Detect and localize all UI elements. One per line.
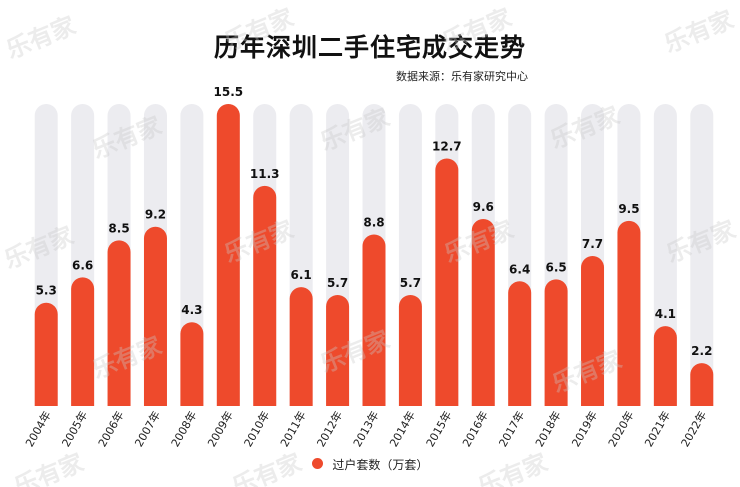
bar <box>34 302 58 406</box>
bar <box>216 104 240 406</box>
data-label: 6.5 <box>545 260 566 274</box>
bar <box>180 322 204 406</box>
data-label: 6.1 <box>291 268 312 282</box>
bar <box>143 226 167 406</box>
data-label: 2.2 <box>691 344 712 358</box>
data-label: 6.6 <box>72 258 93 272</box>
data-label: 8.5 <box>108 221 129 235</box>
data-label: 5.7 <box>400 276 421 290</box>
data-label: 4.1 <box>655 307 676 321</box>
x-tick-label: 2005年 <box>59 409 91 450</box>
bar <box>289 287 313 406</box>
bar <box>398 294 422 406</box>
bar <box>71 277 95 406</box>
bar <box>435 158 459 406</box>
x-tick-label: 2006年 <box>95 409 127 450</box>
data-label: 15.5 <box>214 85 244 99</box>
x-tick-label: 2012年 <box>314 409 346 450</box>
x-tick-label: 2020年 <box>605 409 637 450</box>
data-label: 6.4 <box>509 262 530 276</box>
legend: 过户套数（万套） <box>0 456 740 473</box>
legend-label: 过户套数（万套） <box>332 458 429 472</box>
data-label: 9.5 <box>618 202 639 216</box>
x-tick-label: 2021年 <box>641 409 673 450</box>
data-label: 12.7 <box>432 140 462 154</box>
bar <box>471 218 495 406</box>
bar <box>362 234 386 406</box>
chart-title: 历年深圳二手住宅成交走势 <box>213 33 526 62</box>
x-tick-label: 2022年 <box>678 409 710 450</box>
data-label: 5.7 <box>327 276 348 290</box>
bar <box>107 240 131 406</box>
x-tick-label: 2004年 <box>22 409 54 450</box>
x-tick-label: 2014年 <box>386 409 418 450</box>
x-tick-label: 2019年 <box>569 409 601 450</box>
chart-source: 数据来源：乐有家研究中心 <box>396 70 528 83</box>
data-label: 5.3 <box>36 284 57 298</box>
bar <box>544 279 568 406</box>
x-tick-label: 2017年 <box>496 409 528 450</box>
data-label: 9.6 <box>473 200 494 214</box>
bar-track <box>690 104 714 406</box>
x-tick-label: 2016年 <box>459 409 491 450</box>
x-tick-label: 2009年 <box>204 409 236 450</box>
bar <box>653 326 677 406</box>
bar <box>253 185 277 406</box>
legend-swatch <box>311 458 323 469</box>
bar <box>508 281 532 406</box>
x-tick-label: 2010年 <box>241 409 273 450</box>
bar <box>581 255 605 406</box>
x-tick-label: 2015年 <box>423 409 455 450</box>
data-label: 11.3 <box>250 167 280 181</box>
x-tick-label: 2013年 <box>350 409 382 450</box>
data-label: 8.8 <box>363 216 384 230</box>
data-label: 7.7 <box>582 237 603 251</box>
bar <box>690 363 714 406</box>
data-label: 9.2 <box>145 208 166 222</box>
bar <box>326 294 350 406</box>
x-tick-label: 2018年 <box>532 409 564 450</box>
x-tick-label: 2008年 <box>168 409 200 450</box>
bar <box>617 220 641 406</box>
x-tick-label: 2007年 <box>131 409 163 450</box>
x-tick-label: 2011年 <box>277 409 309 450</box>
data-label: 4.3 <box>181 303 202 317</box>
